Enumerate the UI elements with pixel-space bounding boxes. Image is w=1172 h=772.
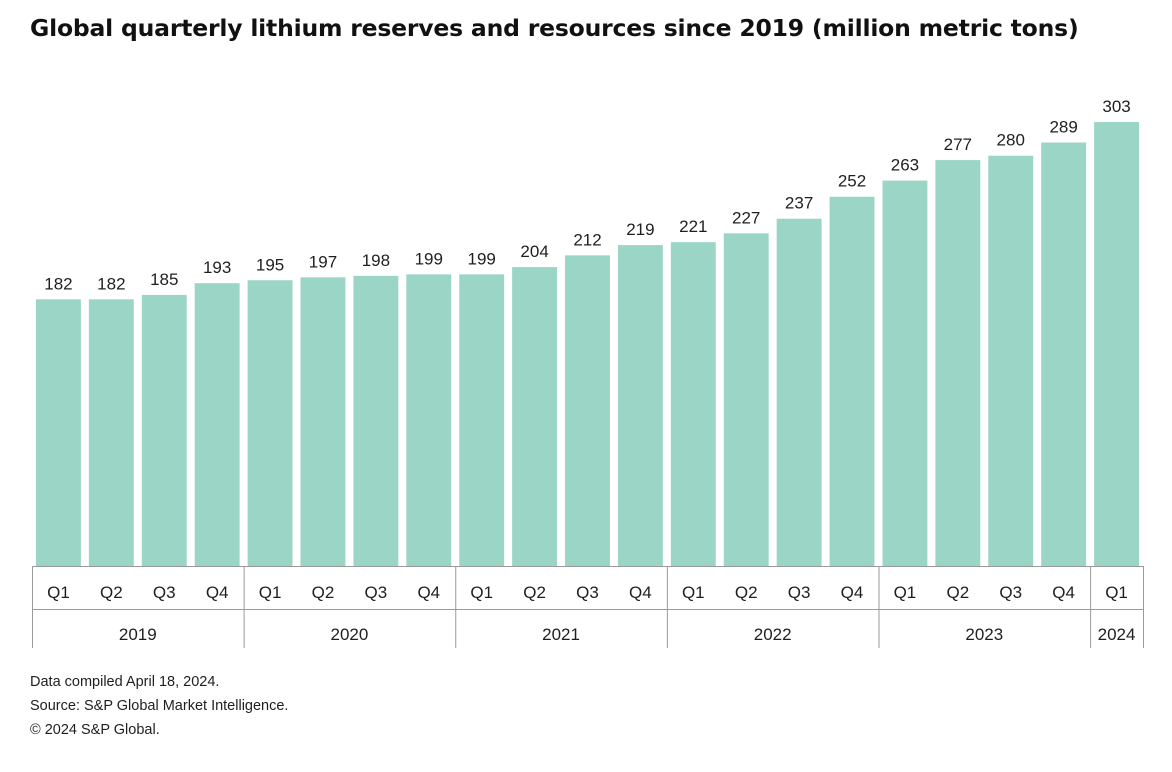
bar <box>353 275 399 566</box>
bar <box>565 255 610 566</box>
bar-value-label: 221 <box>679 217 707 236</box>
quarter-tick-label: Q1 <box>47 583 70 602</box>
bar <box>723 233 769 566</box>
quarter-tick-label: Q3 <box>788 583 811 602</box>
value-labels-layer: 182 182 185 193 195 197 198 199 199 204 212 219 221 2… <box>44 97 1130 293</box>
bar-value-label: 199 <box>415 249 443 268</box>
quarter-tick-label: Q2 <box>312 583 335 602</box>
quarter-tick-label: Q4 <box>1052 583 1075 602</box>
bar-value-label: 237 <box>785 194 813 213</box>
quarter-tick-label: Q4 <box>206 583 229 602</box>
bar <box>459 274 505 566</box>
bar-value-label: 277 <box>944 135 972 154</box>
year-group-label: 2019 <box>119 625 157 644</box>
bar <box>300 277 346 566</box>
bar <box>194 283 240 566</box>
quarter-tick-label: Q1 <box>682 583 705 602</box>
bar-value-label: 182 <box>44 274 72 293</box>
copyright-note: © 2024 S&P Global. <box>30 722 160 738</box>
quarter-tick-label: Q3 <box>365 583 388 602</box>
bar-value-label: 197 <box>309 252 337 271</box>
quarter-tick-label: Q3 <box>153 583 176 602</box>
bar <box>935 160 981 566</box>
quarter-tick-label: Q4 <box>841 583 864 602</box>
quarter-tick-label: Q4 <box>629 583 652 602</box>
quarter-tick-label: Q3 <box>999 583 1022 602</box>
bar <box>406 274 452 566</box>
bar-value-label: 289 <box>1049 118 1077 137</box>
quarter-tick-label: Q2 <box>946 583 969 602</box>
bar <box>512 267 558 566</box>
bar <box>1094 122 1139 566</box>
year-group-label: 2022 <box>754 625 792 644</box>
bar <box>141 294 187 566</box>
quarter-tick-label: Q1 <box>894 583 917 602</box>
source-note: Source: S&P Global Market Intelligence. <box>30 698 289 714</box>
bar <box>1041 142 1087 566</box>
bar <box>88 299 134 566</box>
year-group-label: 2020 <box>331 625 369 644</box>
bar <box>988 155 1034 566</box>
quarter-tick-label: Q4 <box>417 583 440 602</box>
quarter-tick-label: Q2 <box>100 583 123 602</box>
bar-value-label: 185 <box>150 270 178 289</box>
bar <box>617 245 663 566</box>
bar-value-label: 198 <box>362 251 390 270</box>
bar-value-label: 227 <box>732 208 760 227</box>
bar <box>882 180 928 567</box>
bar-value-label: 195 <box>256 255 284 274</box>
bar-value-label: 204 <box>520 242 548 261</box>
year-group-label: 2024 <box>1098 625 1136 644</box>
quarter-tick-label: Q2 <box>735 583 758 602</box>
bar <box>36 299 81 566</box>
category-axis: Q1 Q2 Q3 Q4 Q1 Q2 Q3 Q4 Q1 Q2 Q3 Q4 Q1 Q2 Q3 Q4 Q1 Q2 Q3 Q4… <box>32 566 1144 648</box>
bar <box>829 196 875 567</box>
bar-value-label: 219 <box>626 220 654 239</box>
bar-value-label: 303 <box>1102 97 1130 116</box>
bar-value-label: 193 <box>203 258 231 277</box>
bar-chart: 182 182 185 193 195 197 198 199 199 204 212 219 221 2… <box>32 97 1144 648</box>
bar-value-label: 182 <box>97 274 125 293</box>
quarter-tick-label: Q1 <box>470 583 493 602</box>
bar-value-label: 252 <box>838 172 866 191</box>
bar-value-label: 280 <box>997 131 1025 150</box>
year-group-label: 2021 <box>542 625 580 644</box>
bar-value-label: 199 <box>468 249 496 268</box>
bar <box>247 280 293 566</box>
quarter-tick-label: Q1 <box>1105 583 1128 602</box>
quarter-tick-label: Q2 <box>523 583 546 602</box>
quarter-tick-label: Q1 <box>259 583 282 602</box>
chart-title: Global quarterly lithium reserves and re… <box>30 14 1079 42</box>
bar-value-label: 263 <box>891 156 919 175</box>
data-compiled-note: Data compiled April 18, 2024. <box>30 674 220 690</box>
bar <box>776 218 822 566</box>
bars-layer <box>36 122 1139 567</box>
bar <box>670 242 716 566</box>
bar-value-label: 212 <box>573 230 601 249</box>
year-group-label: 2023 <box>965 625 1003 644</box>
footnotes: Data compiled April 18, 2024. Source: S&… <box>30 670 288 742</box>
quarter-tick-label: Q3 <box>576 583 599 602</box>
